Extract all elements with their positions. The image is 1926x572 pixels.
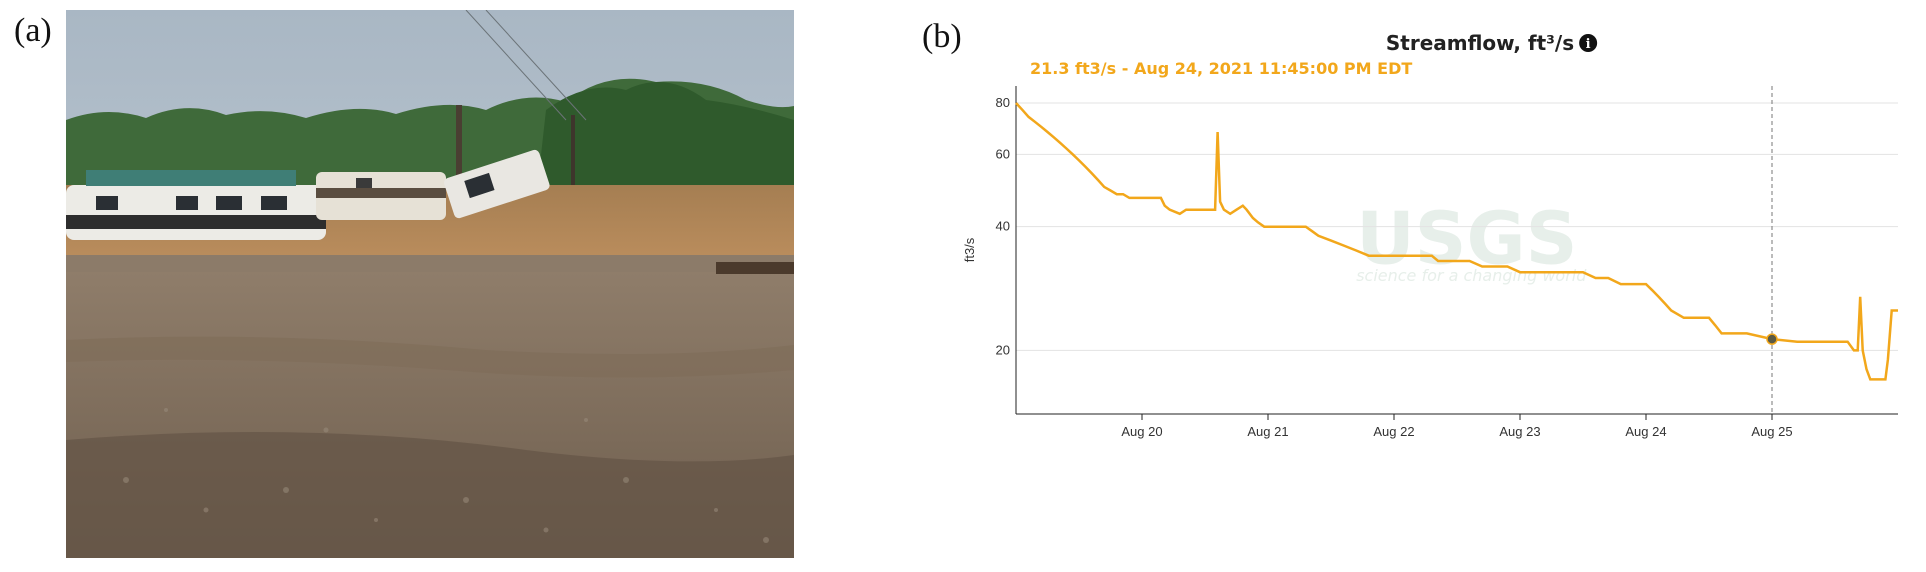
watermark-subtext: science for a changing world <box>1356 266 1587 285</box>
hover-point[interactable] <box>1766 333 1778 345</box>
streamflow-line <box>1015 102 1898 381</box>
x-tick-label-22: Aug 22 <box>1373 424 1414 439</box>
y-tick-label-20: 20 <box>996 342 1010 357</box>
watermark-text: USGS <box>1356 197 1577 281</box>
svg-text:i: i <box>1586 37 1591 52</box>
flooded-campground-photo <box>66 10 794 558</box>
gridlines <box>1016 102 1898 351</box>
x-tick-label-21: Aug 21 <box>1247 424 1288 439</box>
info-icon[interactable]: i <box>1579 34 1598 52</box>
x-tick-label-24: Aug 24 <box>1625 424 1666 439</box>
y-tick-label-80: 80 <box>996 95 1010 110</box>
y-axis-label: ft3/s <box>962 237 977 262</box>
axes <box>1015 86 1898 420</box>
y-tick-labels: 20 40 60 80 <box>996 95 1010 357</box>
y-tick-label-60: 60 <box>996 146 1010 161</box>
panel-label-a: (a) <box>14 12 52 49</box>
x-tick-label-25: Aug 25 <box>1751 424 1792 439</box>
panel-label-b: (b) <box>922 18 962 55</box>
hover-readout: 21.3 ft3/s - Aug 24, 2021 11:45:00 PM ED… <box>1030 59 1412 78</box>
x-tick-labels: Aug 20 Aug 21 Aug 22 Aug 23 Aug 24 Aug 25 <box>1121 424 1792 439</box>
x-tick-label-23: Aug 23 <box>1499 424 1540 439</box>
x-tick-label-20: Aug 20 <box>1121 424 1162 439</box>
streamflow-chart: USGS science for a changing world 20 40 60… <box>960 22 1926 572</box>
chart-title: Streamflow, ft³/s <box>1386 31 1574 55</box>
usgs-watermark: USGS science for a changing world <box>1356 197 1587 285</box>
y-tick-label-40: 40 <box>996 219 1010 234</box>
